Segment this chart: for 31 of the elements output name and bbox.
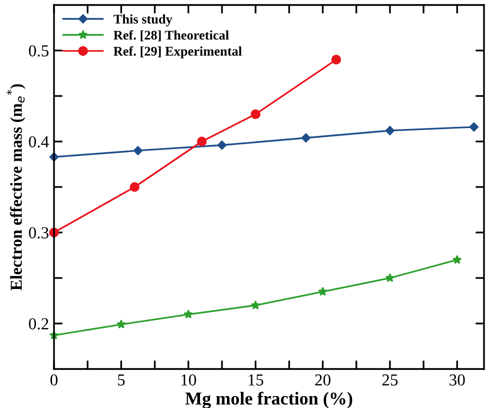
y-tick-label: 0.4 [28, 136, 49, 148]
point [196, 136, 207, 146]
point [385, 273, 395, 282]
point [331, 54, 342, 64]
y-tick-label: 0.5 [28, 45, 48, 57]
x-tick-label: 5 [118, 374, 125, 386]
legend-label: This study [114, 14, 172, 26]
point [452, 254, 462, 264]
point [116, 320, 126, 328]
y-tick-label: 0.2 [28, 318, 48, 330]
x-tick-label: 15 [248, 374, 264, 386]
point [217, 140, 227, 150]
point [318, 286, 328, 296]
point [133, 146, 143, 156]
legend-label: Ref. [29] Experimental [114, 46, 242, 58]
point [250, 109, 260, 120]
point [130, 182, 140, 192]
x-tick-label: 10 [182, 374, 196, 386]
point [301, 133, 311, 142]
y-tick-label: 0.3 [28, 227, 48, 239]
x-tick-label: 30 [450, 374, 465, 386]
point [184, 310, 194, 318]
x-tick-label: 0 [50, 374, 58, 386]
x-tick-label: 20 [315, 374, 330, 386]
y-axis-title: Electron effective mass (m$_{e}$$^{*}$) [6, 84, 26, 290]
point [469, 122, 479, 132]
legend-label: Ref. [28] Theoretical [114, 30, 229, 42]
point [250, 300, 260, 310]
point [385, 126, 395, 136]
x-axis-title: Mg mole fraction (%) [185, 392, 352, 408]
x-tick-label: 25 [382, 374, 398, 386]
